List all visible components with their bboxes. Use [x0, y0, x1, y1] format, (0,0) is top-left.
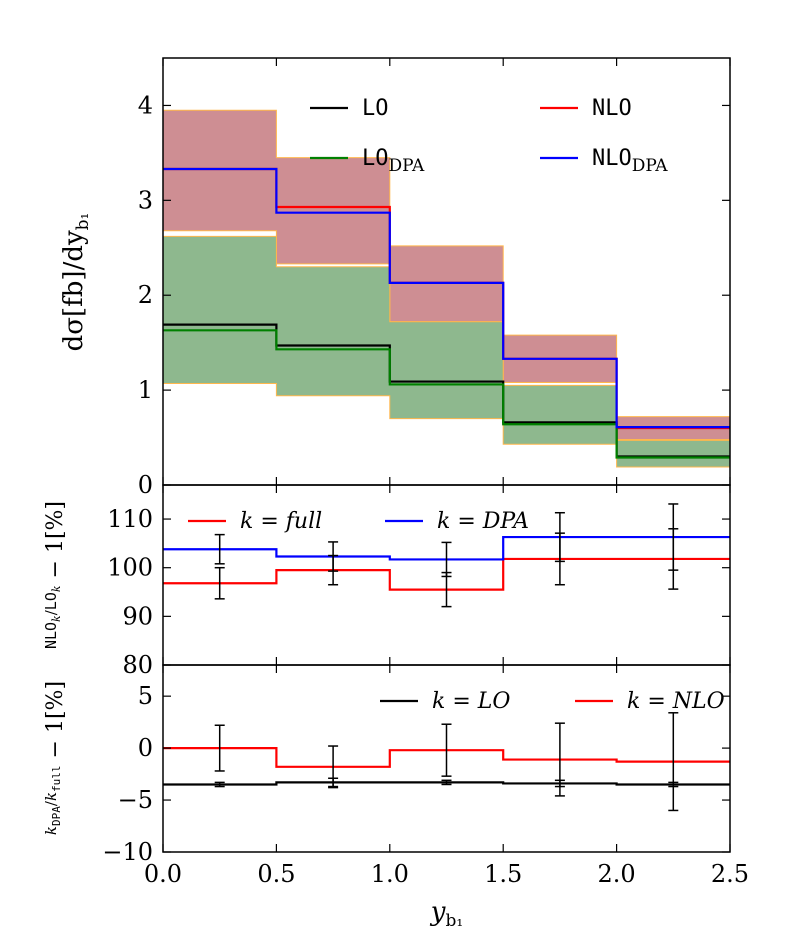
series-nlo [163, 557, 730, 591]
x-tick-label: 0.0 [144, 860, 182, 888]
series-lo [163, 781, 730, 786]
ratio-panel-nlo-over-lo: 80 90 100 110 NLOk/LOk − 1[%] k = full k = D… [42, 484, 731, 679]
x-tick-label: 2.0 [598, 860, 636, 888]
x-axis-title: yb₁ [430, 897, 463, 931]
legend-label: k = NLO [627, 689, 725, 714]
uncertainty-bands [162, 109, 731, 468]
ratio1-legend: k = full k = DPA [188, 509, 529, 534]
x-ticks: 0.0 0.5 1.0 1.5 2.0 2.5 [144, 58, 749, 888]
svg-text:NLOk/LOk − 1[%]: NLOk/LOk − 1[%] [42, 501, 68, 649]
y-tick-label: 1 [138, 376, 153, 404]
ratio2-legend: k = LO k = NLO [380, 689, 725, 714]
legend-label: NLO [592, 96, 632, 121]
series-lines [163, 535, 730, 591]
y-ticks: −10 −5 0 5 [102, 682, 730, 866]
y-tick-label: 90 [122, 602, 153, 630]
series-nlo-dpa [163, 167, 730, 429]
x-tick-label: 0.5 [257, 860, 295, 888]
y-tick-label: −5 [118, 786, 153, 814]
ratio-panel-dpa-over-full: −10−505 kDPA/kfull − 1[%] k = LO k = NLO … [42, 58, 749, 931]
y-ticks: 80 90 100 110 [107, 505, 730, 679]
legend-label: k = LO [432, 689, 510, 714]
y-tick-label: 3 [138, 186, 153, 214]
y-tick-label: −10 [102, 838, 153, 866]
series-lines [163, 167, 730, 459]
series-lo-dpa [163, 329, 730, 459]
y-tick-label: 0 [138, 734, 153, 762]
y-tick-label: 110 [107, 505, 153, 533]
legend-label: k = full [240, 509, 322, 534]
legend-label: k = DPA [437, 509, 529, 534]
x-tick-label: 1.5 [484, 860, 522, 888]
svg-text:kDPA/kfull − 1[%]: kDPA/kfull − 1[%] [42, 681, 68, 835]
y-tick-label: 2 [138, 281, 153, 309]
y-tick-label: 80 [122, 651, 153, 679]
y-tick-label: 0 [138, 471, 153, 499]
ratio2-y-axis-title: kDPA/kfull − 1[%] [42, 681, 68, 835]
y-ticks: 0 1 2 3 4 [138, 91, 730, 499]
error-bars [214, 712, 679, 812]
legend-label: NLODPA [592, 146, 668, 176]
main-y-axis-title: dσ[fb]/dyb₁ [59, 213, 93, 352]
x-tick-label: 2.5 [711, 860, 749, 888]
y-tick-label: 100 [107, 554, 153, 582]
legend-label: LO [362, 96, 389, 121]
ratio1-y-axis-title: NLOk/LOk − 1[%] [42, 501, 68, 649]
error-bars [214, 503, 679, 608]
x-tick-label: 1.0 [371, 860, 409, 888]
y-tick-label: 4 [138, 91, 153, 119]
series-nlo-dpa [163, 535, 730, 561]
y-tick-label: 5 [138, 682, 153, 710]
ratio2-frame [162, 664, 731, 853]
